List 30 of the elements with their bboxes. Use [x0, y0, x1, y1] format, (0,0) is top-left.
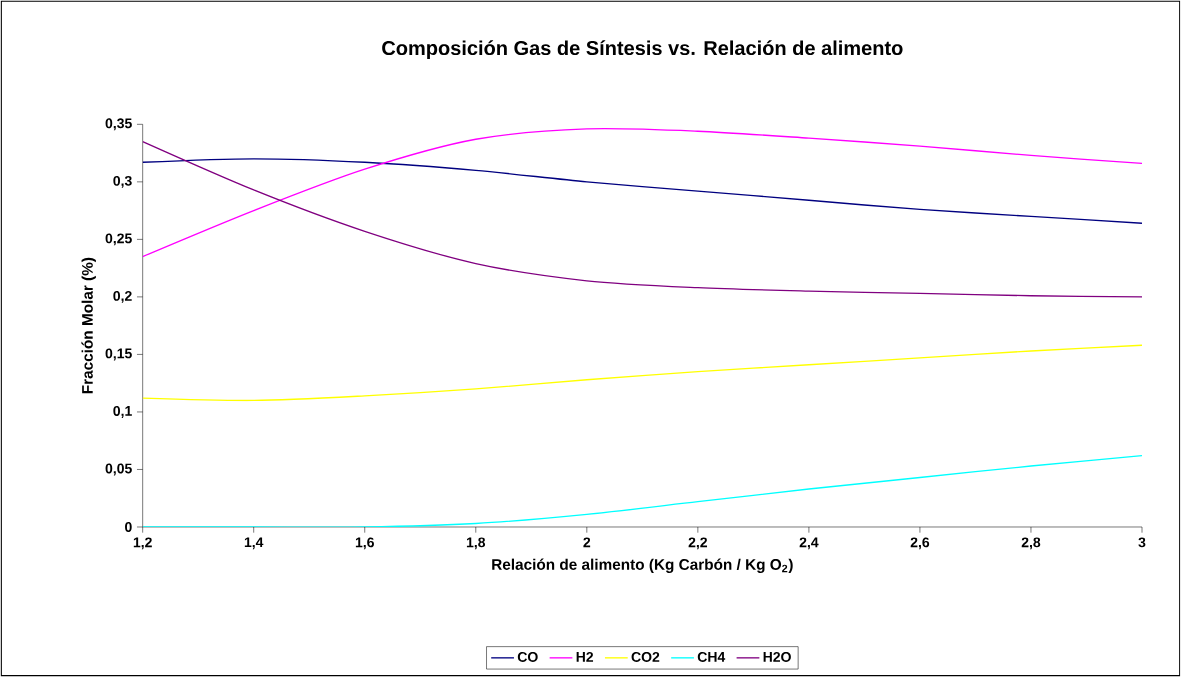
legend-label: CH4 — [697, 651, 726, 662]
line-series — [142, 158, 1142, 224]
x-tick-label: 2 — [583, 537, 591, 548]
line-series — [142, 140, 1142, 298]
chart-title: Composición Gas de Síntesis vs. Relación de alimento — [382, 40, 903, 60]
x-axis-title: Relación de alimento (Kg Carbón / Kg O$_{2}$) — [492, 558, 793, 573]
line-series — [142, 344, 1142, 402]
y-tick-label: 0,3 — [113, 175, 132, 188]
legend-label: CO — [517, 651, 538, 662]
y-tick-label: 0,2 — [113, 290, 132, 303]
y-tick-label: 0,05 — [105, 463, 132, 476]
y-tick-label: 0,1 — [113, 405, 132, 418]
y-tick-label: 0,35 — [105, 118, 132, 131]
legend-label: H2 — [576, 651, 594, 662]
legend-label: CO2 — [631, 651, 660, 662]
x-tick-label: 3 — [1138, 537, 1146, 548]
x-tick-label: 1,2 — [133, 537, 152, 550]
y-tick-label: 0,25 — [105, 233, 132, 246]
legend-label: H2O — [763, 651, 791, 662]
x-tick-label: 1,6 — [355, 537, 374, 550]
y-axis-title: Fracción Molar (%) — [81, 257, 96, 394]
x-tick-label: 1,4 — [244, 537, 264, 550]
y-tick-label: 0,15 — [105, 348, 132, 361]
y-tick-label: 0 — [125, 522, 132, 532]
line-series — [142, 127, 1142, 258]
x-tick-label: 1,8 — [466, 537, 486, 550]
x-tick-label: 2,2 — [688, 537, 708, 550]
x-tick-label: 2,4 — [799, 537, 819, 550]
x-tick-label: 2,6 — [910, 537, 930, 550]
x-tick-label: 2,8 — [1021, 537, 1041, 550]
